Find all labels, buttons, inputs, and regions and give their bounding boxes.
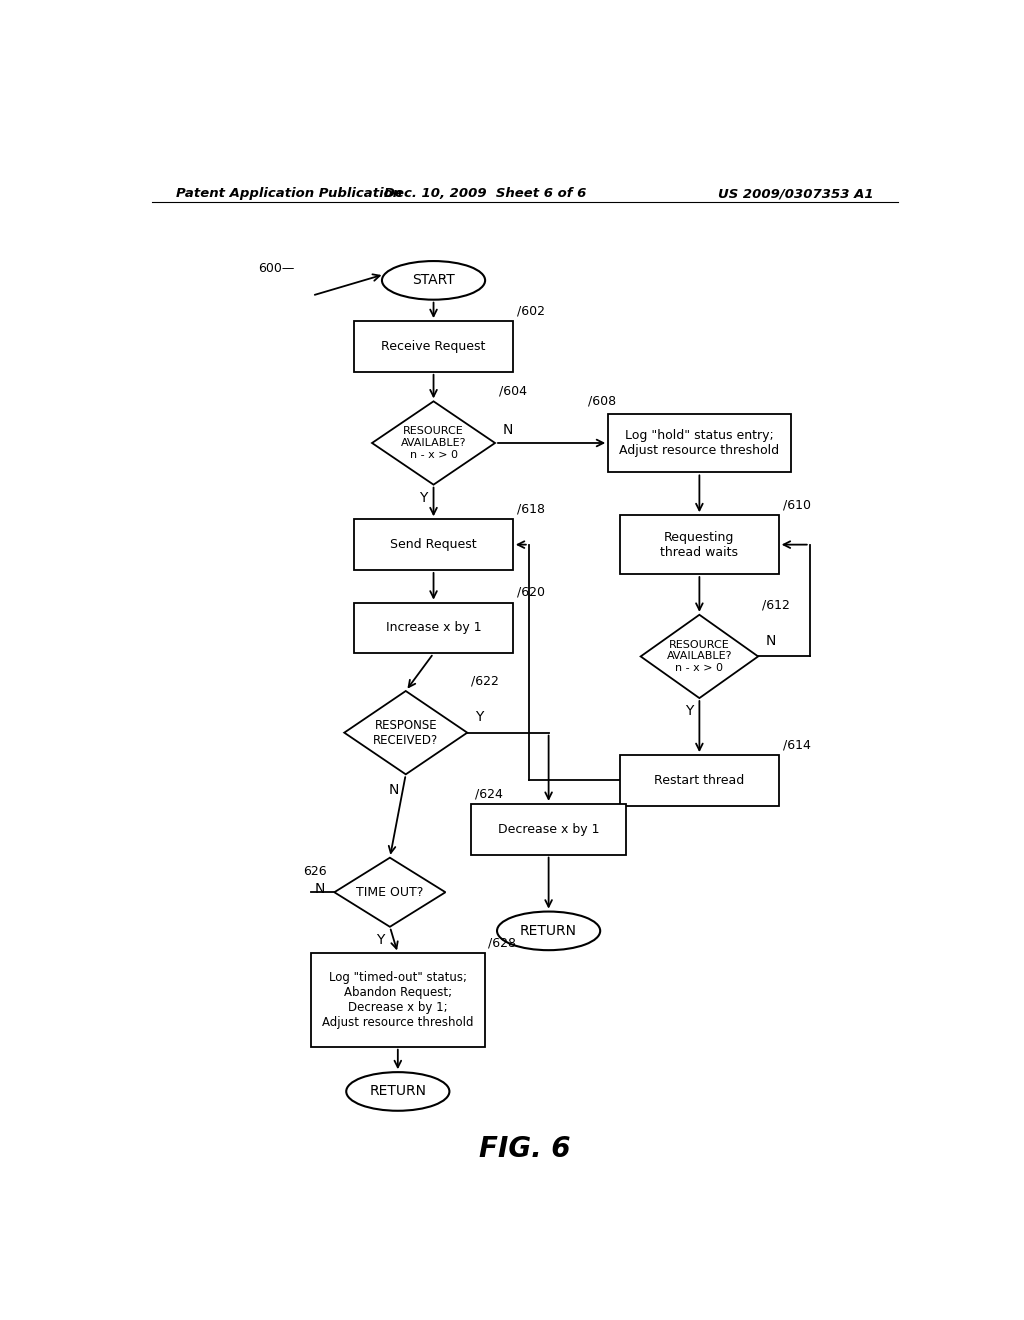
Text: Restart thread: Restart thread [654, 774, 744, 787]
Text: N: N [503, 422, 513, 437]
Polygon shape [344, 690, 467, 775]
Text: US 2009/0307353 A1: US 2009/0307353 A1 [719, 187, 873, 201]
FancyBboxPatch shape [620, 755, 779, 805]
Text: /604: /604 [499, 384, 527, 397]
Text: Patent Application Publication: Patent Application Publication [176, 187, 401, 201]
Ellipse shape [346, 1072, 450, 1110]
Ellipse shape [382, 261, 485, 300]
Text: Log "hold" status entry;
Adjust resource threshold: Log "hold" status entry; Adjust resource… [620, 429, 779, 457]
Text: Receive Request: Receive Request [381, 341, 485, 352]
Text: START: START [413, 273, 455, 288]
Text: /612: /612 [762, 598, 790, 611]
Text: N: N [388, 783, 398, 796]
Text: Dec. 10, 2009  Sheet 6 of 6: Dec. 10, 2009 Sheet 6 of 6 [384, 187, 587, 201]
Text: N: N [766, 634, 776, 648]
Text: /622: /622 [471, 675, 499, 688]
Text: /624: /624 [475, 787, 503, 800]
Text: Send Request: Send Request [390, 539, 477, 552]
Text: RESOURCE
AVAILABLE?
n - x > 0: RESOURCE AVAILABLE? n - x > 0 [400, 426, 466, 459]
FancyBboxPatch shape [310, 953, 485, 1047]
Polygon shape [372, 401, 495, 484]
FancyBboxPatch shape [354, 602, 513, 653]
FancyBboxPatch shape [354, 519, 513, 570]
Text: RESOURCE
AVAILABLE?
n - x > 0: RESOURCE AVAILABLE? n - x > 0 [667, 640, 732, 673]
Text: Requesting
thread waits: Requesting thread waits [660, 531, 738, 558]
Text: FIG. 6: FIG. 6 [479, 1135, 570, 1163]
Text: TIME OUT?: TIME OUT? [356, 886, 424, 899]
FancyBboxPatch shape [608, 413, 791, 473]
Text: RETURN: RETURN [520, 924, 578, 939]
Text: /620: /620 [517, 586, 545, 599]
Ellipse shape [497, 912, 600, 950]
FancyBboxPatch shape [354, 321, 513, 372]
Text: Log "timed-out" status;
Abandon Request;
Decrease x by 1;
Adjust resource thresh: Log "timed-out" status; Abandon Request;… [323, 972, 473, 1030]
FancyBboxPatch shape [471, 804, 626, 854]
Polygon shape [641, 615, 758, 698]
Text: /608: /608 [588, 395, 616, 408]
Text: 626: 626 [303, 866, 327, 878]
Text: RESPONSE
RECEIVED?: RESPONSE RECEIVED? [373, 718, 438, 747]
Text: Y: Y [419, 491, 428, 504]
Text: N: N [314, 882, 325, 896]
Text: /614: /614 [782, 738, 811, 751]
Text: Decrease x by 1: Decrease x by 1 [498, 822, 599, 836]
Text: /628: /628 [487, 937, 515, 949]
Text: Increase x by 1: Increase x by 1 [386, 622, 481, 635]
Polygon shape [334, 858, 445, 927]
Text: /610: /610 [782, 499, 811, 511]
Text: 600—: 600— [258, 261, 295, 275]
Text: Y: Y [475, 710, 483, 725]
Text: RETURN: RETURN [370, 1085, 426, 1098]
Text: Y: Y [376, 933, 384, 946]
FancyBboxPatch shape [620, 515, 779, 574]
Text: /618: /618 [517, 503, 545, 516]
Text: Y: Y [685, 705, 693, 718]
Text: /602: /602 [517, 305, 545, 317]
